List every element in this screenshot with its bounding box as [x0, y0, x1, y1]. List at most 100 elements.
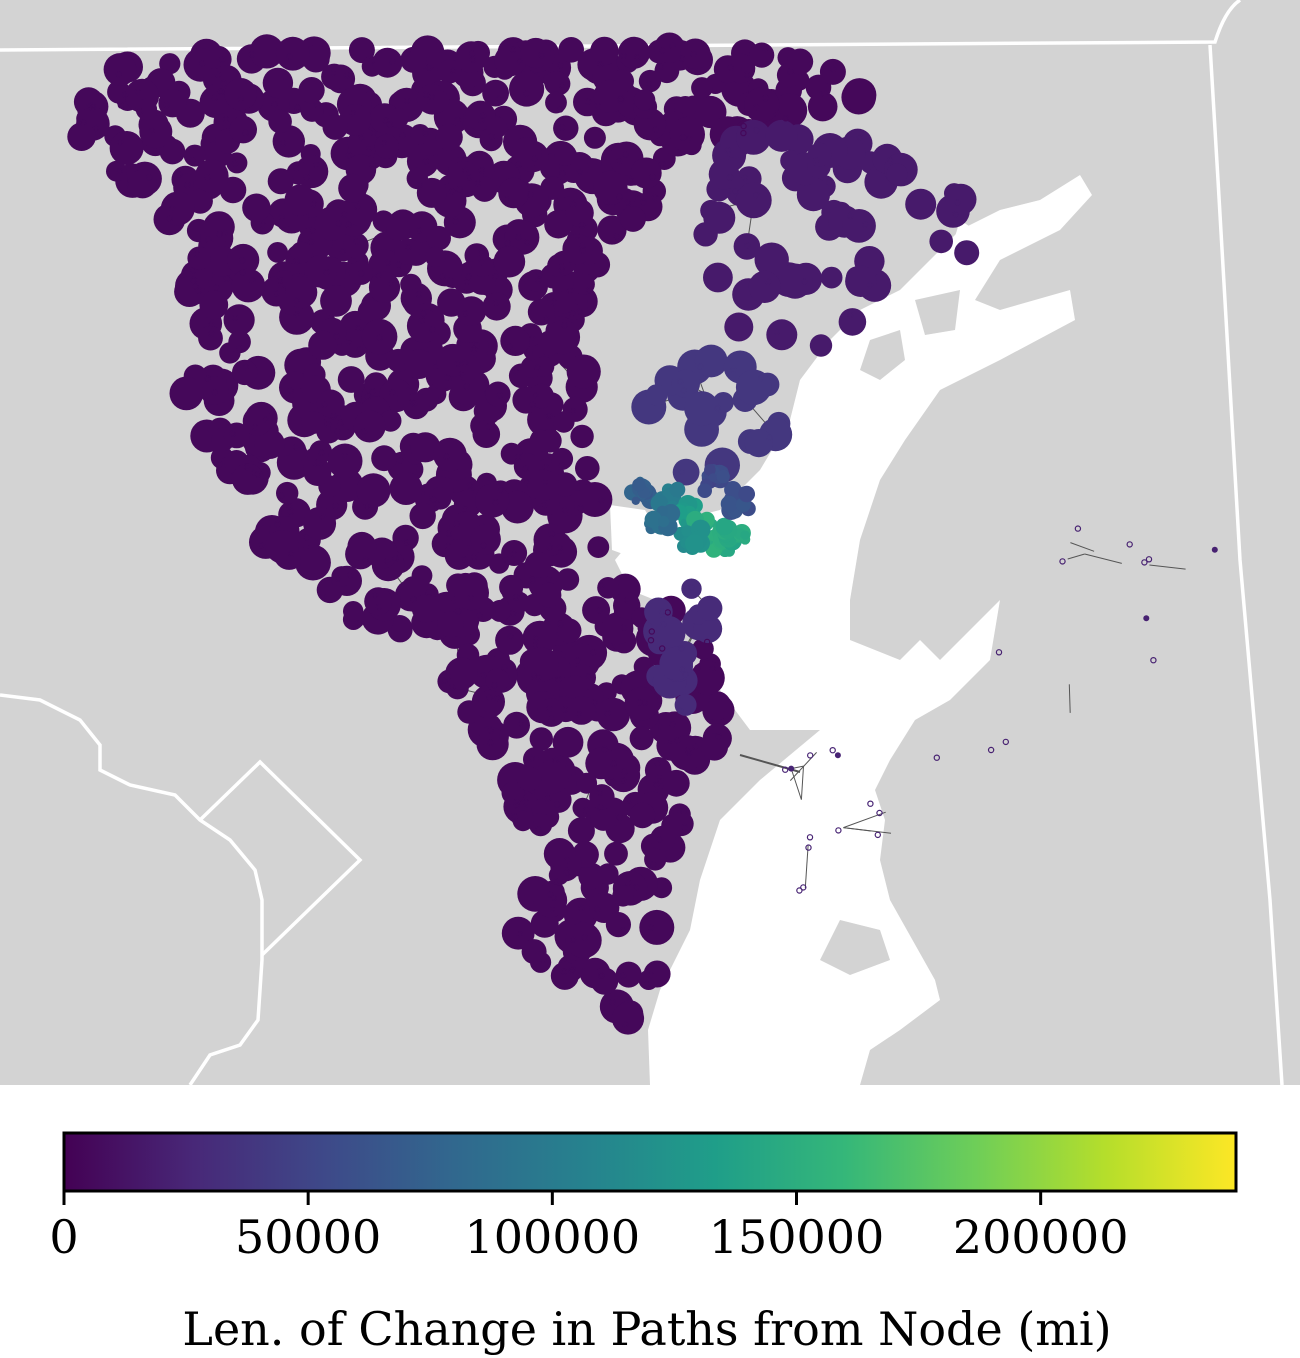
- node-markers: [80, 42, 1157, 1028]
- node-marker: [714, 405, 721, 412]
- node-marker: [386, 121, 393, 128]
- node-marker: [762, 94, 769, 102]
- node-marker: [524, 238, 531, 246]
- road-edge: [1068, 684, 1071, 713]
- node-marker: [492, 299, 500, 306]
- network-node: [386, 216, 410, 241]
- node-marker: [92, 124, 100, 132]
- network-node: [558, 37, 584, 63]
- network-node: [223, 304, 255, 336]
- node-marker: [598, 582, 605, 589]
- node-marker: [512, 813, 519, 820]
- node-marker: [470, 345, 478, 353]
- network-node: [486, 117, 508, 139]
- node-marker: [591, 699, 599, 706]
- node-marker: [420, 310, 427, 317]
- node-marker: [345, 221, 352, 228]
- node-marker: [397, 457, 404, 464]
- node-marker: [546, 412, 553, 419]
- network-node: [433, 437, 467, 472]
- network-node: [262, 67, 294, 99]
- colorbar-tick-label: 100000: [465, 1210, 641, 1264]
- node-marker: [782, 115, 789, 122]
- network-node: [224, 78, 257, 111]
- node-marker: [578, 904, 585, 912]
- network-node: [537, 698, 566, 727]
- road-edge: [843, 811, 886, 829]
- network-node: [343, 232, 369, 259]
- network-node: [562, 233, 593, 265]
- network-node: [886, 163, 908, 185]
- node-marker: [402, 539, 410, 546]
- network-node: [545, 319, 581, 355]
- node-marker: [1126, 541, 1133, 548]
- node-marker: [293, 164, 300, 172]
- node-marker: [545, 576, 553, 583]
- node-marker: [333, 332, 340, 340]
- network-node: [357, 299, 382, 324]
- node-marker: [148, 127, 155, 135]
- node-marker: [522, 798, 530, 806]
- network-node: [338, 173, 367, 203]
- network-node: [232, 359, 258, 386]
- node-marker: [375, 603, 383, 611]
- network-node: [427, 90, 450, 113]
- node-marker: [1002, 738, 1010, 746]
- node-marker: [651, 194, 659, 202]
- node-marker: [286, 503, 293, 510]
- network-node: [445, 657, 478, 690]
- network-node: [485, 668, 510, 693]
- node-marker: [597, 61, 604, 68]
- network-node: [303, 458, 332, 486]
- node-marker: [480, 542, 487, 549]
- network-node: [348, 37, 375, 64]
- node-marker: [236, 345, 243, 352]
- node-marker: [574, 657, 581, 664]
- node-marker: [323, 268, 330, 276]
- road-edge: [790, 768, 802, 800]
- node-marker: [677, 707, 684, 715]
- network-node: [527, 298, 555, 326]
- road-edge: [1084, 553, 1122, 564]
- node-marker: [1074, 525, 1082, 532]
- network-node: [838, 308, 867, 336]
- node-marker: [569, 310, 576, 317]
- node-marker: [540, 956, 547, 964]
- network-node: [524, 551, 552, 578]
- network-node: [692, 638, 714, 660]
- node-marker: [559, 82, 566, 90]
- node-marker: [458, 370, 466, 378]
- network-node: [545, 91, 567, 114]
- node-marker: [259, 221, 267, 229]
- node-marker: [516, 58, 523, 65]
- node-marker: [654, 760, 661, 767]
- network-node: [809, 334, 833, 357]
- node-marker: [703, 638, 711, 646]
- network-node: [416, 177, 447, 208]
- node-marker: [366, 144, 373, 152]
- network-node: [472, 420, 501, 449]
- node-marker: [541, 478, 549, 486]
- node-marker: [450, 67, 457, 75]
- node-marker: [656, 836, 663, 843]
- network-node: [503, 711, 530, 739]
- network-node: [749, 42, 775, 68]
- network-node: [590, 967, 619, 995]
- network-node: [796, 178, 831, 212]
- node-marker: [543, 315, 550, 322]
- node-marker: [337, 419, 344, 426]
- network-node: [231, 463, 264, 495]
- node-marker: [356, 620, 364, 627]
- network-node: [301, 411, 325, 434]
- node-marker: [952, 211, 959, 218]
- network-node: [643, 960, 671, 988]
- node-marker: [616, 814, 624, 821]
- node-marker: [492, 498, 499, 506]
- node-marker: [334, 428, 341, 435]
- network-node: [544, 210, 573, 239]
- node-marker: [492, 273, 499, 280]
- node-marker: [659, 47, 666, 54]
- network-node: [495, 625, 525, 655]
- network-node: [766, 319, 798, 351]
- colorbar-tick-label: 0: [49, 1210, 78, 1264]
